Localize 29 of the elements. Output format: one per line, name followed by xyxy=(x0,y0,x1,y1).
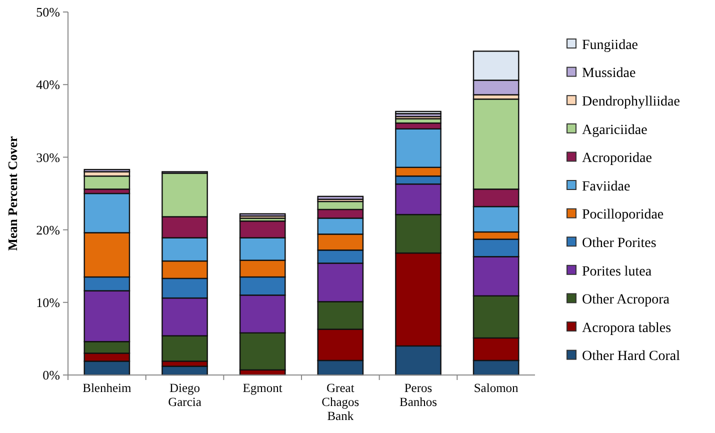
legend-label: Porites lutea xyxy=(582,264,652,280)
y-tick-label: 40% xyxy=(36,77,60,92)
bar xyxy=(84,168,130,172)
legend-label: Mussidae xyxy=(582,66,636,82)
legend-label: Acropora tables xyxy=(582,320,672,336)
y-axis-title: Mean Percent Cover xyxy=(5,136,20,251)
x-tick-label: Egmont xyxy=(242,381,283,395)
bar xyxy=(395,110,442,114)
x-tick-label: Salomon xyxy=(474,381,520,395)
legend-label: Faviidae xyxy=(582,179,630,194)
legend-label: Other Porites xyxy=(582,236,656,251)
legend-label: Pocilloporidae xyxy=(582,208,664,223)
legend-label: Dendrophylliidae xyxy=(582,94,680,110)
y-tick-label: 0% xyxy=(42,368,60,383)
y-tick-label: 20% xyxy=(36,222,60,238)
x-tick-label: Great Chagos Bank xyxy=(322,381,360,423)
y-tick-label: 10% xyxy=(36,294,60,310)
y-tick-label: 50% xyxy=(36,4,60,20)
legend-label: Acroporidae xyxy=(582,151,652,166)
legend-label: Fungiidae xyxy=(582,38,638,53)
legend-label: Other Hard Coral xyxy=(582,349,680,364)
x-tick-label: Diego Garcia xyxy=(168,381,202,409)
bar xyxy=(84,175,130,190)
y-tick-label: 30% xyxy=(36,150,60,165)
bar xyxy=(317,196,364,200)
legend-label: Other Acropora xyxy=(582,292,670,308)
x-tick-label: Blenheim xyxy=(82,381,132,395)
x-tick-label: Peros Banhos xyxy=(400,381,438,409)
legend-label: Agariciidae xyxy=(582,122,648,138)
